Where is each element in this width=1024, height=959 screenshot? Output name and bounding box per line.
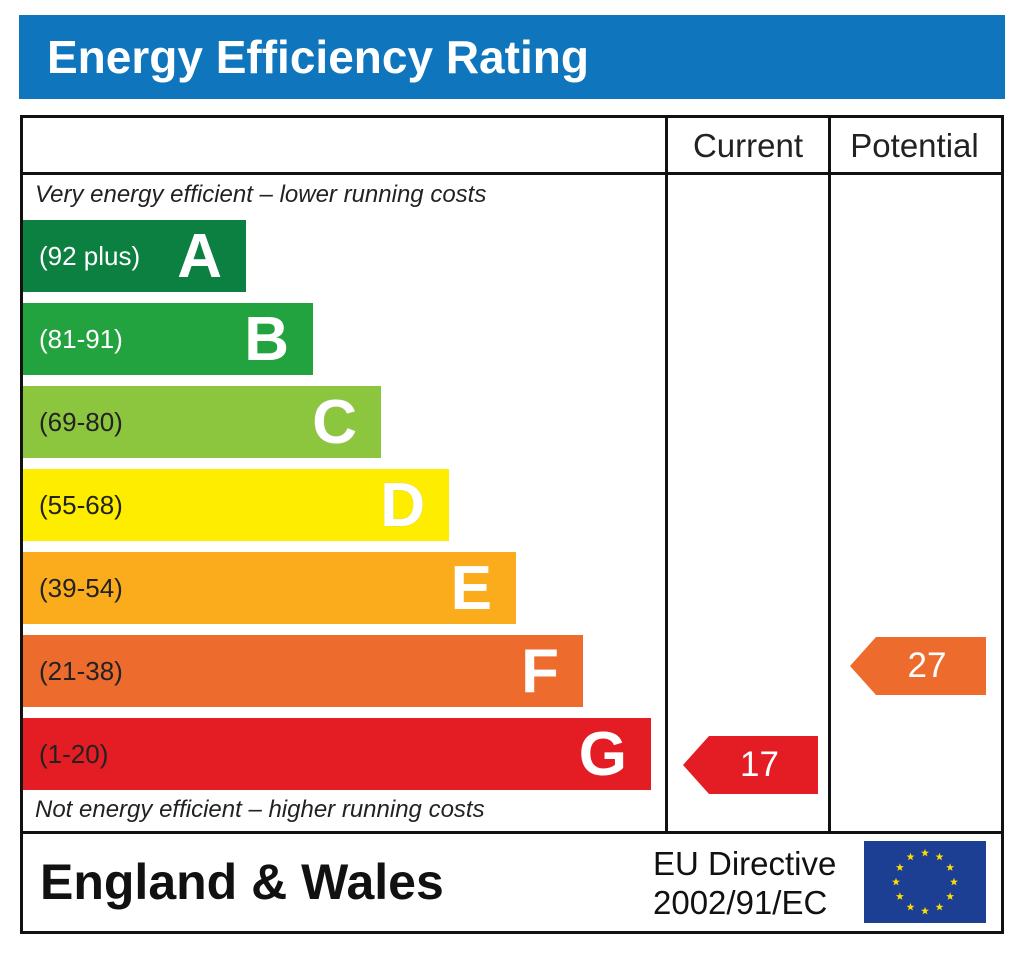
band-letter-label: B (244, 305, 289, 374)
potential-rating-pointer: 27 (850, 637, 986, 695)
band-letter-label: F (521, 637, 559, 706)
title-bar: Energy Efficiency Rating (19, 15, 1005, 99)
band-range-label: (1-20) (39, 739, 109, 769)
band-letter-label: E (450, 554, 492, 623)
eu-flag-icon (864, 841, 986, 923)
eu-flag-star (892, 877, 900, 886)
band-letter-label: C (312, 388, 357, 457)
eu-flag-star (895, 863, 904, 871)
footer-divider (20, 831, 1001, 834)
eu-flag-star (946, 892, 955, 900)
current-rating-pointer: 17 (683, 736, 818, 794)
band-range-label: (55-68) (39, 490, 123, 520)
region-label: England & Wales (40, 854, 444, 910)
current-pointer-arrow (683, 736, 818, 794)
rating-band-g: (1-20) G (23, 718, 651, 790)
current-column-divider (665, 115, 668, 834)
rating-table-frame (20, 115, 1004, 934)
band-range-label: (39-54) (39, 573, 123, 603)
eu-flag-star (935, 902, 944, 911)
potential-column-divider (828, 115, 831, 834)
current-rating-value: 17 (740, 745, 779, 784)
eu-directive-number: 2002/91/EC (653, 884, 828, 921)
potential-rating-value: 27 (907, 646, 947, 685)
rating-band-d: (55-68) D (23, 469, 449, 541)
eu-flag-star (935, 852, 944, 861)
potential-pointer-arrow (850, 637, 986, 695)
eu-flag-star (946, 863, 955, 871)
current-column-header: Current (692, 127, 804, 164)
eu-flag-star (906, 852, 915, 861)
rating-band-a: (92 plus) A (23, 220, 246, 292)
band-range-label: (81-91) (39, 324, 123, 354)
eu-flag-star (906, 902, 915, 911)
potential-column-header: Potential (850, 127, 979, 164)
eu-flag-star (895, 892, 904, 900)
header-divider (20, 172, 1001, 175)
rating-band-f: (21-38) F (23, 635, 583, 707)
rating-band-e: (39-54) E (23, 552, 516, 624)
rating-band-c: (69-80) C (23, 386, 381, 458)
band-range-label: (69-80) (39, 407, 123, 437)
band-letter-label: D (380, 471, 425, 540)
band-range-label: (92 plus) (39, 241, 141, 271)
band-letter-label: A (177, 222, 222, 291)
band-range-label: (21-38) (39, 656, 123, 686)
eu-flag-star (921, 848, 929, 857)
top-caption: Very energy efficient – lower running co… (35, 181, 487, 208)
eu-directive-label: EU Directive (653, 845, 837, 882)
eu-flag-star (950, 877, 958, 886)
eu-flag-star (921, 906, 929, 915)
rating-band-b: (81-91) B (23, 303, 313, 375)
chart-title: Energy Efficiency Rating (47, 31, 589, 83)
band-letter-label: G (578, 720, 627, 789)
bottom-caption: Not energy efficient – higher running co… (35, 796, 485, 823)
